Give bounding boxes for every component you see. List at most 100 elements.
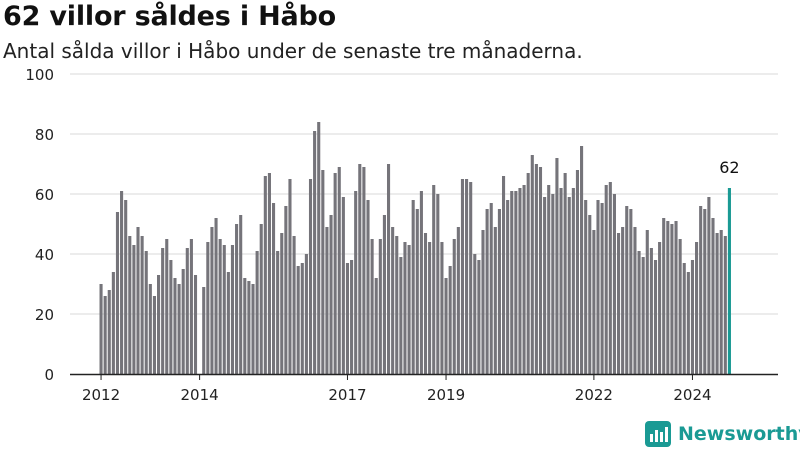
bar: [107, 290, 111, 374]
bar: [157, 275, 161, 374]
bar: [136, 227, 140, 374]
bar: [419, 191, 423, 374]
y-tick-label: 80: [35, 126, 54, 144]
bar: [185, 248, 189, 374]
bar: [103, 296, 107, 374]
bar: [218, 239, 222, 374]
bar: [366, 200, 370, 374]
bar: [460, 179, 465, 374]
bar: [243, 278, 247, 374]
bar: [378, 239, 382, 374]
bars: [99, 122, 731, 374]
brand-name: Newsworthy: [678, 423, 800, 445]
bar: [580, 146, 584, 374]
bar: [391, 227, 395, 374]
bar: [592, 230, 596, 374]
bar: [510, 191, 514, 374]
bar: [235, 224, 239, 374]
bar: [280, 233, 284, 374]
y-tick-label: 60: [35, 186, 54, 204]
bar: [148, 284, 152, 374]
bar: [263, 176, 267, 374]
bar: [506, 200, 510, 374]
bar-highlight: [727, 188, 731, 374]
bar: [296, 266, 300, 374]
bar: [489, 203, 493, 374]
bar: [526, 173, 530, 374]
bar: [547, 185, 551, 374]
bar: [415, 209, 419, 374]
bar: [350, 260, 354, 374]
bar: [239, 215, 243, 374]
bar: [247, 281, 251, 374]
bar: [530, 155, 534, 374]
bar: [403, 242, 407, 374]
bar: [271, 203, 276, 374]
bar: [695, 242, 699, 374]
bar: [177, 284, 181, 374]
bar: [386, 164, 391, 374]
bar: [493, 227, 497, 374]
highlight-value-label: 62: [719, 158, 739, 177]
bar: [653, 260, 658, 374]
y-tick-label: 40: [35, 246, 54, 264]
bar: [284, 206, 288, 374]
bar: [514, 191, 518, 374]
bar: [686, 272, 690, 374]
bar: [120, 191, 124, 374]
x-tick-label: 2024: [673, 386, 711, 404]
bar: [538, 167, 543, 374]
bar: [456, 227, 460, 374]
x-tick-label: 2012: [82, 386, 120, 404]
bar: [629, 209, 633, 374]
bar: [165, 239, 169, 374]
bar: [128, 236, 132, 374]
bar: [432, 185, 436, 374]
bar: [596, 200, 600, 374]
y-tick-label: 100: [25, 66, 54, 84]
bar: [465, 179, 469, 374]
bar: [621, 227, 625, 374]
chart-title: 62 villor såldes i Håbo: [3, 1, 337, 32]
bar: [189, 239, 193, 374]
bar: [395, 236, 399, 374]
bar: [399, 257, 403, 374]
bar: [584, 200, 588, 374]
bar: [604, 185, 608, 374]
labels: 0 20 40 60 80 100 62 2012 2014 2017 2019 2022 2024: [25, 66, 739, 404]
bar: [469, 182, 473, 374]
bar: [99, 284, 103, 374]
bar: [612, 194, 616, 374]
bar: [341, 197, 345, 374]
bar: [407, 245, 411, 374]
bar: [132, 245, 136, 374]
bar: [563, 173, 567, 374]
bar: [214, 218, 218, 374]
bar: [374, 278, 378, 374]
bar: [699, 206, 703, 374]
bar: [444, 278, 448, 374]
bar: [337, 167, 341, 374]
bar: [251, 284, 255, 374]
bar: [124, 200, 128, 374]
bar: [534, 164, 538, 374]
bar: [333, 173, 337, 374]
bar: [662, 218, 666, 374]
bar: [571, 188, 575, 374]
bar: [649, 248, 653, 374]
bar: [161, 248, 165, 374]
bar: [543, 197, 547, 374]
bar: [588, 215, 592, 374]
newsworthy-logo-icon: [645, 421, 671, 447]
bar: [625, 206, 629, 374]
bar: [555, 158, 559, 374]
x-tick-label: 2014: [181, 386, 219, 404]
bar: [370, 239, 374, 374]
bar: [658, 242, 662, 374]
bar: [325, 227, 329, 374]
bar: [600, 203, 604, 374]
bar: [719, 230, 723, 374]
bar: [616, 233, 621, 374]
bar: [522, 185, 526, 374]
bar: [645, 230, 649, 374]
